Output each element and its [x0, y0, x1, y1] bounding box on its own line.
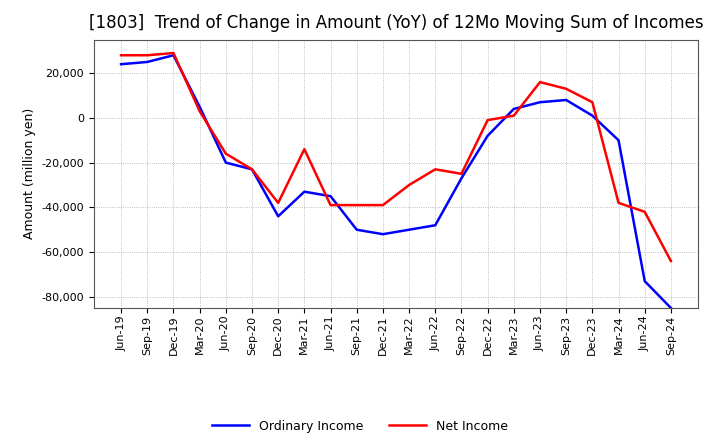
- Net Income: [614, 200, 623, 205]
- Ordinary Income: [352, 227, 361, 232]
- Ordinary Income: [562, 97, 570, 103]
- Ordinary Income: [405, 227, 413, 232]
- Net Income: [143, 53, 152, 58]
- Net Income: [300, 147, 309, 152]
- Line: Net Income: Net Income: [121, 53, 671, 261]
- Ordinary Income: [667, 305, 675, 311]
- Ordinary Income: [300, 189, 309, 194]
- Net Income: [457, 171, 466, 176]
- Legend: Ordinary Income, Net Income: Ordinary Income, Net Income: [207, 414, 513, 438]
- Net Income: [326, 202, 335, 208]
- Ordinary Income: [457, 176, 466, 181]
- Title: [1803]  Trend of Change in Amount (YoY) of 12Mo Moving Sum of Incomes: [1803] Trend of Change in Amount (YoY) o…: [89, 15, 703, 33]
- Net Income: [562, 86, 570, 92]
- Ordinary Income: [169, 53, 178, 58]
- Net Income: [379, 202, 387, 208]
- Net Income: [588, 99, 597, 105]
- Net Income: [117, 53, 125, 58]
- Net Income: [431, 167, 440, 172]
- Net Income: [248, 167, 256, 172]
- Ordinary Income: [195, 104, 204, 109]
- Net Income: [667, 258, 675, 264]
- Net Income: [405, 182, 413, 187]
- Y-axis label: Amount (million yen): Amount (million yen): [23, 108, 36, 239]
- Ordinary Income: [117, 62, 125, 67]
- Ordinary Income: [588, 113, 597, 118]
- Net Income: [510, 113, 518, 118]
- Net Income: [483, 117, 492, 123]
- Ordinary Income: [510, 106, 518, 112]
- Net Income: [195, 109, 204, 114]
- Ordinary Income: [248, 167, 256, 172]
- Ordinary Income: [614, 138, 623, 143]
- Net Income: [640, 209, 649, 214]
- Ordinary Income: [274, 214, 282, 219]
- Ordinary Income: [222, 160, 230, 165]
- Ordinary Income: [431, 223, 440, 228]
- Net Income: [274, 200, 282, 205]
- Ordinary Income: [143, 59, 152, 65]
- Net Income: [169, 50, 178, 55]
- Ordinary Income: [640, 279, 649, 284]
- Net Income: [352, 202, 361, 208]
- Net Income: [536, 80, 544, 85]
- Ordinary Income: [536, 99, 544, 105]
- Ordinary Income: [483, 133, 492, 139]
- Ordinary Income: [326, 194, 335, 199]
- Net Income: [222, 151, 230, 156]
- Line: Ordinary Income: Ordinary Income: [121, 55, 671, 308]
- Ordinary Income: [379, 231, 387, 237]
